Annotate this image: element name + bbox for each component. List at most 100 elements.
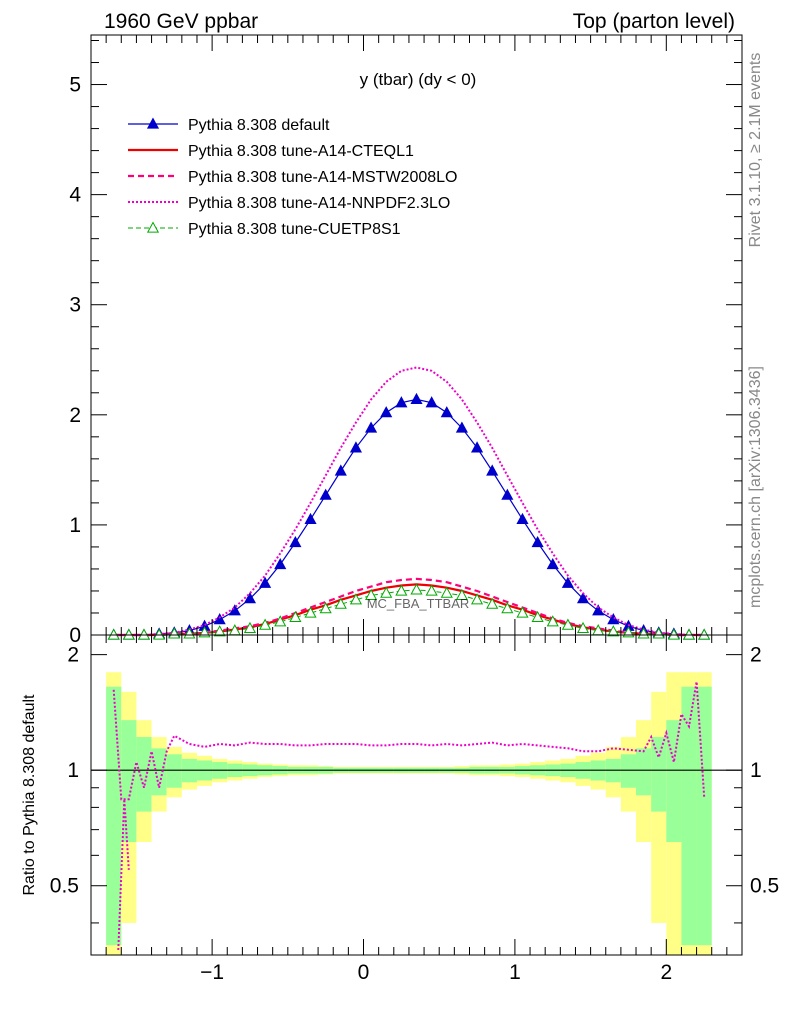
- uncertainty-band-inner: [636, 748, 652, 796]
- data-point: [228, 604, 241, 616]
- data-point: [137, 628, 151, 640]
- data-point: [380, 406, 393, 418]
- data-point: [395, 584, 408, 596]
- data-point: [561, 618, 574, 630]
- data-point: [546, 557, 559, 570]
- data-point: [455, 588, 468, 600]
- data-point: [122, 628, 135, 640]
- y-tick-label-right: 0.5: [750, 875, 779, 898]
- y-tick-label: 0: [69, 624, 81, 647]
- data-point: [470, 441, 484, 453]
- data-point: [107, 628, 120, 640]
- data-point: [501, 602, 514, 614]
- data-point: [698, 628, 711, 640]
- legend-marker: [146, 221, 160, 233]
- data-point: [334, 464, 347, 476]
- uncertainty-band-inner: [666, 720, 682, 842]
- main-plot-title: y (tbar) (dy < 0): [360, 70, 477, 89]
- data-point: [501, 488, 514, 500]
- data-point: [682, 628, 696, 640]
- y-tick-label: 1: [69, 514, 81, 537]
- data-point: [667, 628, 680, 640]
- data-point: [516, 512, 529, 525]
- y-tick-label: 1: [67, 759, 79, 782]
- data-point: [486, 464, 499, 476]
- legend-marker: [146, 117, 160, 129]
- data-point: [607, 625, 620, 637]
- data-point: [243, 592, 257, 604]
- data-point: [470, 593, 484, 605]
- x-tick-label: −1: [200, 961, 224, 984]
- uncertainty-band-inner: [166, 754, 182, 788]
- data-point: [652, 627, 665, 639]
- data-point: [274, 615, 287, 627]
- legend-label: Pythia 8.308 tune-A14-CTEQL1: [188, 143, 414, 160]
- data-point: [304, 606, 317, 618]
- ratio-plot-panel: −1 0 1 2 0.5 0.5 1 1 2 2 Ratio to Pythia 8.308 de…: [21, 634, 779, 984]
- data-point: [289, 535, 302, 548]
- x-tick-label: 0: [358, 961, 370, 984]
- data-point: [607, 613, 620, 625]
- data-point: [425, 396, 438, 408]
- data-point: [531, 535, 544, 548]
- data-point: [531, 610, 544, 623]
- y-tick-label: 2: [69, 404, 81, 427]
- ratio-ylabel: Ratio to Pythia 8.308 default: [21, 694, 38, 896]
- y-tick-label: 4: [69, 184, 81, 207]
- data-point: [349, 593, 363, 605]
- uncertainty-band-inner: [651, 737, 667, 812]
- x-tick-label: 1: [509, 961, 521, 984]
- data-point: [304, 512, 317, 525]
- y-tick-label: 2: [67, 644, 79, 667]
- legend-label: Pythia 8.308 default: [188, 117, 330, 134]
- data-point: [410, 392, 423, 405]
- legend-label: Pythia 8.308 tune-A14-NNPDF2.3LO: [188, 195, 450, 212]
- data-point: [395, 396, 408, 408]
- data-point: [516, 606, 529, 618]
- data-point: [440, 586, 453, 598]
- data-point: [425, 584, 438, 596]
- watermark: MC_FBA_TTBAR: [367, 596, 470, 611]
- rivet-note: Rivet 3.1.10, ≥ 2.1M events: [747, 53, 764, 248]
- data-point: [334, 597, 347, 609]
- data-point: [349, 441, 363, 453]
- data-point: [546, 615, 559, 627]
- data-point: [637, 627, 650, 639]
- data-point: [319, 602, 332, 614]
- data-point: [455, 421, 468, 433]
- data-point: [289, 610, 302, 623]
- data-point: [259, 618, 272, 630]
- uncertainty-band-inner: [151, 748, 167, 796]
- legend-label: Pythia 8.308 tune-A14-MSTW2008LO: [188, 169, 457, 186]
- mcplots-note: mcplots.cern.ch [arXiv:1306.3436]: [747, 366, 764, 608]
- data-point: [365, 421, 378, 433]
- data-point: [259, 576, 272, 588]
- data-point: [153, 628, 166, 640]
- data-point: [274, 557, 287, 570]
- y-tick-label: 3: [69, 294, 81, 317]
- x-tick-label: 2: [660, 961, 672, 984]
- uncertainty-band-inner: [681, 686, 697, 946]
- data-point: [440, 406, 453, 418]
- data-point: [213, 625, 226, 637]
- main-plot-panel: 0 1 2 3 4 5 y (tbar) (dy < 0) MC_FBA_TTBAR Py…: [69, 34, 743, 647]
- y-tick-label-right: 1: [750, 759, 762, 782]
- data-point: [319, 488, 332, 500]
- header-right: Top (parton level): [573, 10, 735, 33]
- uncertainty-band-inner: [620, 754, 637, 788]
- uncertainty-band-inner: [106, 686, 122, 946]
- y-tick-label: 0.5: [50, 875, 79, 898]
- uncertainty-band-inner: [136, 737, 152, 812]
- data-point: [561, 576, 574, 588]
- header-left: 1960 GeV ppbar: [104, 10, 258, 33]
- y-tick-label: 5: [69, 74, 81, 97]
- uncertainty-band-inner: [121, 720, 137, 842]
- ratio-plot-frame: [90, 634, 743, 956]
- legend-label: Pythia 8.308 tune-CUETP8S1: [188, 221, 401, 238]
- series-line: [113, 577, 705, 637]
- data-point: [243, 621, 257, 634]
- data-point: [380, 586, 393, 598]
- series-line: [113, 366, 705, 636]
- data-point: [410, 583, 423, 595]
